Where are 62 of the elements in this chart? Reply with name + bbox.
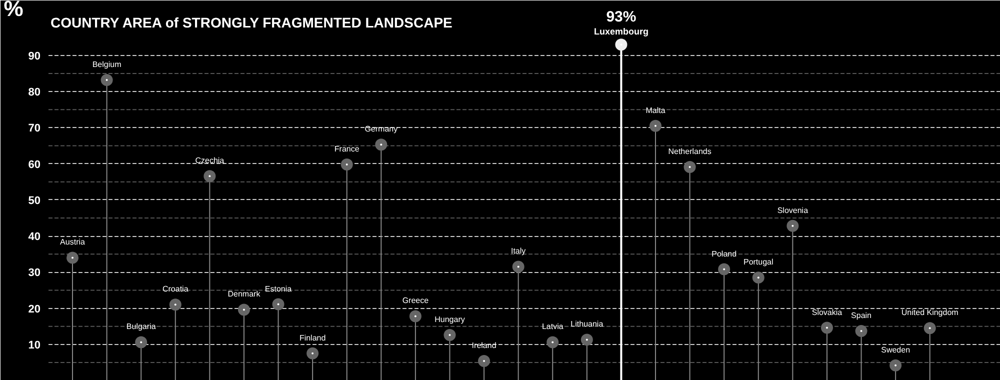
x-tick-label: Greece xyxy=(402,296,430,306)
x-tick-label: Sweden xyxy=(881,345,910,354)
x-tick-label: Belgium xyxy=(92,60,122,70)
x-tick-label: Lithuania xyxy=(570,320,604,329)
x-tick-label: Netherlands xyxy=(668,147,712,156)
x-tick-label: Estonia xyxy=(264,284,292,294)
y-tick-label: 70 xyxy=(28,122,41,135)
point xyxy=(375,138,388,151)
x-tick-label: Austria xyxy=(60,238,86,247)
x-tick-label: Croatia xyxy=(162,284,189,294)
point xyxy=(66,252,79,264)
x-tick-label: Luxembourg xyxy=(594,26,648,37)
x-tick-label: Latvia xyxy=(542,322,564,332)
point xyxy=(718,263,730,276)
point xyxy=(340,158,353,171)
point xyxy=(580,334,593,346)
y-tick-label: 60 xyxy=(28,158,41,171)
point xyxy=(890,359,902,372)
x-tick-label: Slovakia xyxy=(812,308,843,317)
point xyxy=(820,322,833,334)
x-tick-label: Bulgaria xyxy=(126,322,156,332)
point xyxy=(135,336,148,348)
point xyxy=(306,347,319,360)
point xyxy=(786,220,799,232)
data-label: 93% xyxy=(606,8,636,26)
y-tick-label: 30 xyxy=(28,267,41,280)
x-tick-label: Spain xyxy=(851,311,872,320)
x-tick-label: United Kingdom xyxy=(901,308,959,318)
y-axis-title: % xyxy=(4,0,24,21)
y-tick-label: 40 xyxy=(28,231,41,244)
point xyxy=(855,325,868,338)
x-tick-label: Portugal xyxy=(743,258,774,267)
x-tick-label: Slovenia xyxy=(777,206,809,215)
point xyxy=(238,304,250,316)
y-tick-label: 10 xyxy=(28,339,41,352)
point xyxy=(444,329,456,341)
x-tick-label: Hungary xyxy=(434,314,465,324)
x-tick-label: Finland xyxy=(299,333,326,342)
point xyxy=(272,298,284,310)
point xyxy=(512,260,524,273)
point xyxy=(409,310,422,322)
point xyxy=(169,298,182,311)
y-tick-label: 50 xyxy=(28,194,41,207)
text: COUNTRY AREA of STRONGLY FRAGMENTED LANDSCAPE xyxy=(50,14,452,30)
x-tick-label: Czechia xyxy=(195,156,225,166)
point xyxy=(650,120,662,132)
x-tick-label: France xyxy=(334,144,360,154)
x-tick-label: Italy xyxy=(510,246,526,256)
point xyxy=(752,272,764,284)
point xyxy=(100,74,113,86)
y-tick-label: 20 xyxy=(28,303,41,316)
point xyxy=(684,161,696,174)
point xyxy=(924,322,936,334)
point xyxy=(615,38,628,51)
x-tick-label: Poland xyxy=(712,249,737,258)
point xyxy=(546,336,559,348)
y-tick-label: 80 xyxy=(28,86,41,99)
y-tick-label: 90 xyxy=(28,50,41,62)
x-tick-label: Malta xyxy=(646,106,666,115)
point xyxy=(204,170,216,182)
x-tick-label: Denmark xyxy=(228,290,262,299)
point xyxy=(478,355,490,367)
